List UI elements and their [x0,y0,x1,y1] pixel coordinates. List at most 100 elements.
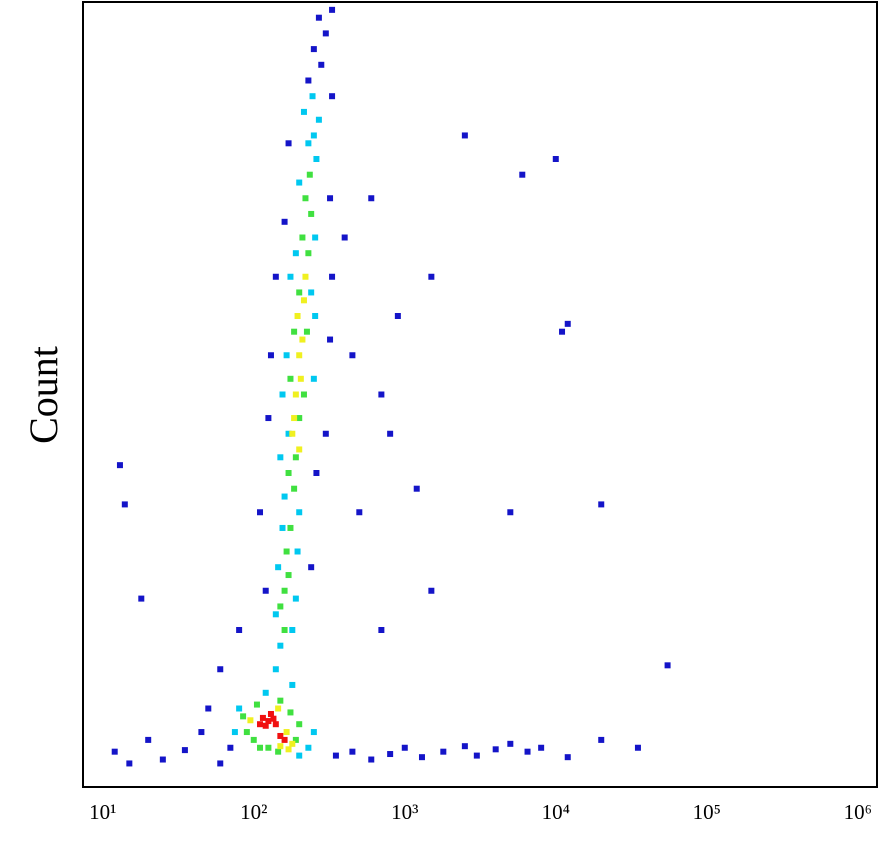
point [279,524,286,531]
point [299,234,306,241]
point [310,729,317,736]
point [296,509,303,516]
point [507,509,514,516]
point [322,430,329,437]
point [267,352,274,359]
point [265,744,272,751]
point [368,195,375,202]
point [275,705,282,712]
plot-frame [82,1,878,788]
point [272,273,279,280]
point [341,234,348,241]
point [552,156,559,162]
point [287,709,294,716]
point [428,273,435,280]
point [418,754,425,761]
point [292,454,299,461]
point [289,740,296,747]
point [329,93,336,100]
point [294,313,301,319]
point [313,156,320,162]
point [262,689,269,696]
x-tick-label: 10¹ [89,800,116,824]
point [243,729,250,736]
point [315,14,322,21]
point [247,717,254,724]
point [285,140,292,147]
point [302,273,309,280]
point [299,336,306,343]
point [318,61,325,68]
point [461,132,468,139]
point [296,721,303,728]
point [145,736,152,743]
point [329,6,336,13]
point [292,391,299,398]
point [257,509,264,516]
x-tick-label: 10⁴ [542,800,570,824]
point [205,705,212,712]
point [275,748,282,755]
point [305,250,312,257]
point [327,195,334,202]
point [394,313,401,319]
point [387,430,394,437]
point [198,729,205,736]
point [473,752,480,759]
point [236,705,243,712]
point [303,328,310,335]
point [277,642,284,649]
point [262,722,269,729]
point [285,746,292,753]
point [297,375,304,382]
point [270,715,277,722]
point [291,415,298,422]
point [296,352,303,359]
point [291,485,298,492]
point [289,430,296,437]
point [240,713,247,720]
point [308,210,315,217]
point [250,736,257,743]
point [181,747,188,754]
point [287,273,294,280]
point [461,743,468,750]
point [308,289,315,296]
point [281,736,288,743]
point [287,524,294,531]
point [285,430,292,437]
point [356,509,363,516]
point [294,548,301,555]
point [277,697,284,704]
point [283,548,290,555]
point [306,171,313,178]
point [327,336,334,343]
point [138,595,145,602]
point [300,108,307,115]
point [564,320,571,327]
point [387,751,394,758]
point [349,352,356,359]
point [253,701,260,708]
point [281,587,288,594]
point [564,754,571,761]
point [302,195,309,202]
point [305,140,312,147]
point [281,627,288,633]
point [308,564,315,571]
point [287,375,294,382]
point [116,462,123,469]
point [291,328,298,335]
point [296,415,303,422]
point [349,748,356,755]
point [272,611,279,618]
point [378,627,385,633]
point [315,116,322,123]
point [277,454,284,461]
point [231,729,238,736]
point [538,744,545,751]
point [265,415,272,422]
point [559,328,566,335]
point [121,501,128,508]
